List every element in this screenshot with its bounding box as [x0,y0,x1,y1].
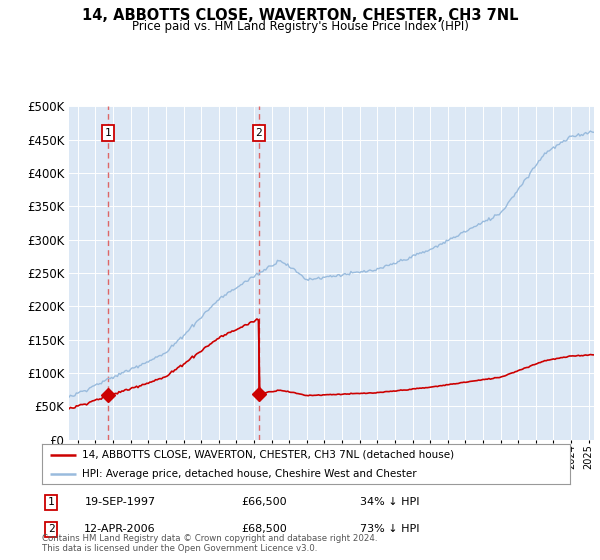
Text: £68,500: £68,500 [241,524,287,534]
Text: 14, ABBOTTS CLOSE, WAVERTON, CHESTER, CH3 7NL: 14, ABBOTTS CLOSE, WAVERTON, CHESTER, CH… [82,8,518,24]
Text: £66,500: £66,500 [241,497,287,507]
Text: Contains HM Land Registry data © Crown copyright and database right 2024.
This d: Contains HM Land Registry data © Crown c… [42,534,377,553]
Text: 1: 1 [47,497,55,507]
Text: 73% ↓ HPI: 73% ↓ HPI [360,524,420,534]
Text: 14, ABBOTTS CLOSE, WAVERTON, CHESTER, CH3 7NL (detached house): 14, ABBOTTS CLOSE, WAVERTON, CHESTER, CH… [82,450,454,460]
Text: 2: 2 [256,128,262,138]
Text: 2: 2 [47,524,55,534]
Text: 19-SEP-1997: 19-SEP-1997 [85,497,155,507]
Text: 1: 1 [105,128,112,138]
Text: 34% ↓ HPI: 34% ↓ HPI [360,497,420,507]
Text: 12-APR-2006: 12-APR-2006 [84,524,156,534]
Text: HPI: Average price, detached house, Cheshire West and Chester: HPI: Average price, detached house, Ches… [82,469,416,478]
Text: Price paid vs. HM Land Registry's House Price Index (HPI): Price paid vs. HM Land Registry's House … [131,20,469,32]
